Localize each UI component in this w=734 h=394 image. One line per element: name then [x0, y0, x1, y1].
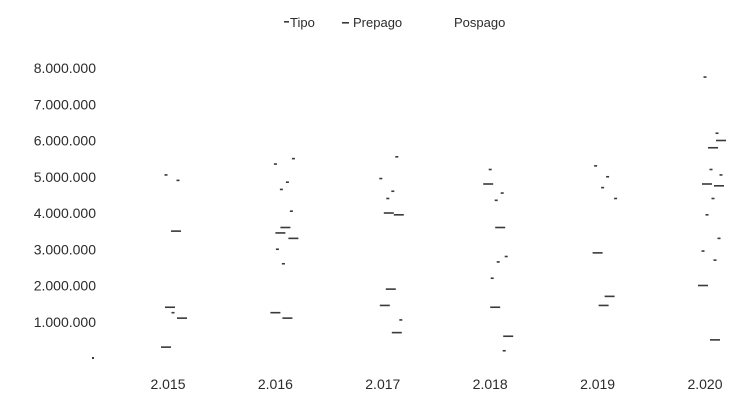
pospago-point [490, 277, 494, 280]
x-tick-label: 2.019 [580, 376, 615, 392]
pospago-point [711, 197, 715, 200]
pospago-point [176, 179, 180, 182]
pospago-point [279, 188, 283, 191]
x-tick-label: 2.020 [687, 376, 722, 392]
prepago-point [177, 317, 187, 319]
prepago-point [393, 214, 404, 216]
y-axis: 1.000.000 2.000.000 3.000.000 4.000.000 5.00… [34, 60, 96, 359]
prepago-point [710, 339, 720, 341]
x-tick-label: 2.016 [258, 376, 293, 392]
plot-area [161, 76, 726, 352]
prepago-point [714, 185, 724, 187]
pospago-point [703, 76, 707, 78]
pospago-point [709, 168, 713, 171]
pospago-point [289, 210, 293, 212]
prepago-point [490, 306, 501, 309]
prepago-point [702, 183, 712, 185]
pospago-point [601, 186, 605, 189]
pospago-point [504, 255, 508, 258]
legend-prepago-label: Prepago [353, 15, 402, 30]
y-tick-label: 4.000.000 [34, 205, 96, 221]
prepago-point [598, 304, 609, 307]
prepago-point [379, 304, 390, 307]
y-tick-label: 2.000.000 [34, 278, 96, 294]
prepago-point [171, 230, 181, 232]
pospago-point [701, 250, 705, 252]
pospago-point [291, 157, 295, 160]
pospago-point [391, 190, 395, 193]
prepago-point [483, 183, 494, 185]
pospago-point [379, 177, 383, 180]
pospago-point [395, 156, 399, 158]
pospago-point [281, 262, 285, 265]
pospago-point [500, 192, 504, 194]
legend-prepago-marker [342, 22, 349, 24]
prepago-point [275, 232, 286, 234]
x-tick-label: 2.015 [150, 376, 185, 392]
x-tick-label: 2.017 [365, 376, 400, 392]
y-tick-label: 5.000.000 [34, 169, 96, 185]
prepago-point [592, 252, 603, 254]
legend-title-marker [284, 21, 289, 23]
pospago-point [399, 319, 403, 321]
prepago-point [495, 226, 506, 229]
prepago-point [165, 306, 175, 309]
pospago-point [275, 248, 279, 251]
pospago-point [717, 237, 721, 240]
prepago-point [503, 335, 514, 338]
y-zero-mark [92, 357, 94, 359]
prepago-point [280, 226, 291, 229]
y-tick-label: 8.000.000 [34, 60, 96, 76]
prepago-point [385, 288, 396, 290]
prepago-point [270, 311, 281, 314]
pospago-point [502, 349, 506, 352]
legend: Tipo Prepago Pospago [284, 15, 505, 30]
x-tick-label: 2.018 [473, 376, 508, 392]
y-tick-label: 7.000.000 [34, 96, 96, 112]
pospago-point [715, 132, 719, 135]
y-tick-label: 1.000.000 [34, 314, 96, 330]
legend-title: Tipo [290, 15, 315, 30]
x-axis: 2.015 2.016 2.017 2.018 2.019 2.020 [150, 376, 722, 392]
y-tick-label: 3.000.000 [34, 241, 96, 257]
pospago-point [285, 181, 289, 183]
prepago-point [282, 317, 293, 319]
prepago-point [604, 295, 615, 298]
pospago-point [171, 311, 175, 314]
pospago-point [719, 174, 723, 176]
pospago-point [606, 175, 610, 178]
pospago-point [496, 261, 500, 263]
legend-pospago-label: Pospago [454, 15, 505, 30]
pospago-point [614, 197, 618, 200]
pospago-point [164, 174, 168, 176]
pospago-point [488, 168, 492, 171]
prepago-point [708, 146, 718, 149]
pospago-point [713, 259, 717, 261]
y-tick-label: 6.000.000 [34, 133, 96, 149]
prepago-point [288, 237, 299, 240]
pospago-point [594, 165, 598, 167]
pospago-point [273, 163, 277, 165]
pospago-point [386, 197, 390, 200]
pospago-point [705, 214, 709, 216]
prepago-point [161, 346, 171, 348]
prepago-point [698, 284, 708, 287]
prepago-point [391, 331, 402, 334]
prepago-point [716, 139, 726, 142]
prepago-point [383, 212, 394, 214]
pospago-point [494, 199, 498, 202]
